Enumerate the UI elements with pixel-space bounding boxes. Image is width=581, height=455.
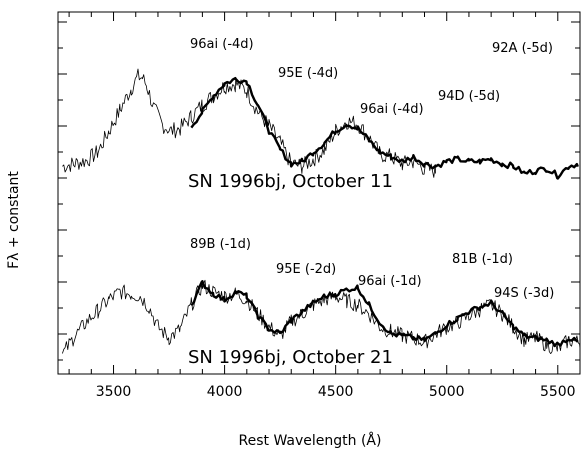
template-label: 96ai (-4d)	[190, 37, 254, 52]
template-label: 95E (-4d)	[278, 66, 338, 81]
template-label: 96ai (-4d)	[360, 102, 424, 117]
template-label: 94D (-5d)	[438, 89, 500, 104]
template-spectrum	[190, 76, 579, 180]
panel-label: SN 1996bj, October 21	[188, 347, 393, 368]
x-tick-label: 5500	[540, 384, 576, 400]
template-label: 94S (-3d)	[494, 286, 554, 301]
x-axis-label: Rest Wavelength (Å)	[239, 432, 382, 449]
template-label: 96ai (-1d)	[358, 274, 422, 289]
panel-label: SN 1996bj, October 11	[188, 171, 393, 192]
plot-frame	[57, 11, 581, 375]
x-tick-labels: 3500 4000 4500 5000 5500	[96, 384, 576, 400]
template-label: 92A (-5d)	[492, 41, 553, 56]
template-label: 95E (-2d)	[276, 262, 336, 277]
template-label: 89B (-1d)	[190, 237, 251, 252]
axis-ticks	[58, 12, 581, 374]
y-axis-label: Fλ + constant	[6, 171, 22, 269]
template-label: 81B (-1d)	[452, 252, 513, 267]
x-tick-label: 4500	[318, 384, 354, 400]
template-spectrum	[190, 280, 579, 348]
x-tick-label: 5000	[429, 384, 465, 400]
spectra-lines	[62, 68, 581, 354]
x-tick-label: 3500	[96, 384, 132, 400]
x-tick-label: 4000	[207, 384, 243, 400]
